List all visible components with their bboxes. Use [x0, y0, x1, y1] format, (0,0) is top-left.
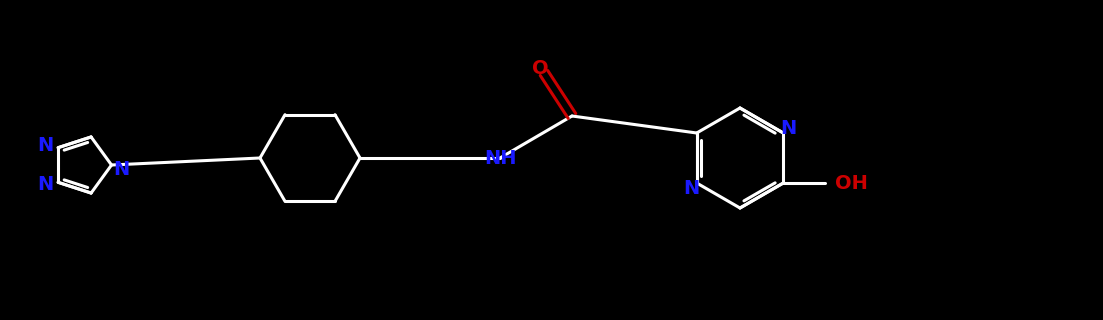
Text: N: N: [780, 118, 796, 138]
Text: N: N: [114, 159, 130, 179]
Text: N: N: [38, 136, 53, 155]
Text: O: O: [532, 60, 548, 78]
Text: N: N: [38, 175, 53, 194]
Text: N: N: [684, 179, 699, 197]
Text: OH: OH: [835, 173, 868, 193]
Text: NH: NH: [484, 148, 516, 167]
